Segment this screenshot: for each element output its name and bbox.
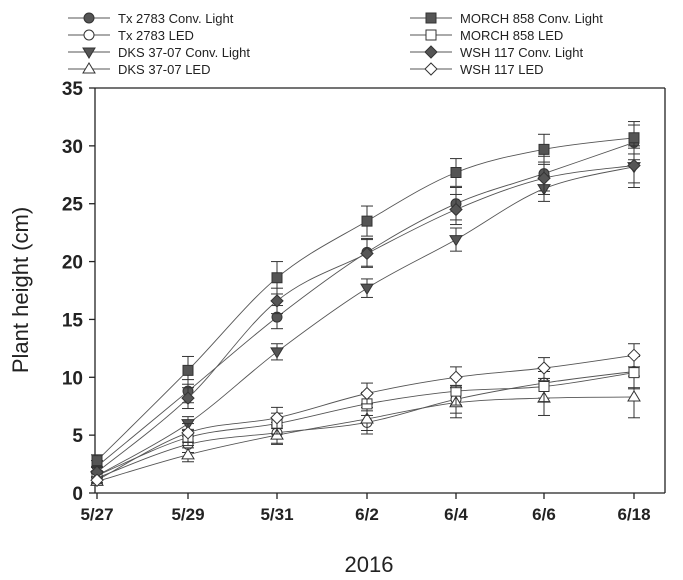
legend-item: WSH 117 Conv. Light [410, 45, 583, 60]
data-point [270, 411, 284, 425]
legend-item: MORCH 858 LED [410, 28, 563, 43]
y-tick-label: 20 [62, 253, 83, 274]
legend-item: WSH 117 LED [410, 62, 544, 77]
legend: Tx 2783 Conv. Light Tx 2783 LED DKS 37-07 … [68, 11, 603, 77]
data-point [360, 283, 374, 296]
legend-marker [425, 29, 437, 41]
data-point [628, 367, 640, 379]
series-line [96, 137, 635, 461]
data-point [538, 381, 550, 393]
x-tick-label: 5/27 [80, 505, 113, 524]
series-line [96, 396, 635, 482]
x-axis-title: 2016 [345, 552, 394, 577]
x-tick-label: 6/2 [355, 505, 379, 524]
y-tick-label: 25 [62, 195, 84, 216]
data-point [181, 426, 195, 440]
legend-item: Tx 2783 Conv. Light [68, 11, 234, 26]
data-point [90, 473, 104, 487]
series-7 [90, 343, 641, 487]
series-6 [90, 147, 641, 479]
data-point [181, 447, 195, 460]
data-point [627, 158, 641, 173]
y-tick-label: 10 [62, 368, 83, 389]
data-point [182, 364, 194, 376]
x-tick-label: 6/6 [532, 505, 556, 524]
legend-label: WSH 117 LED [460, 62, 544, 77]
legend-label: Tx 2783 LED [118, 28, 194, 43]
legend-label: DKS 37-07 LED [118, 62, 211, 77]
series-line [96, 166, 635, 477]
x-tick-label: 6/18 [617, 505, 650, 524]
x-tick-label: 5/29 [171, 505, 204, 524]
data-point [91, 455, 103, 467]
legend-label: MORCH 858 Conv. Light [460, 11, 603, 26]
data-point [270, 347, 284, 359]
y-tick-label: 15 [62, 310, 84, 331]
y-tick-label: 30 [62, 137, 83, 158]
y-tick-label: 5 [72, 426, 83, 447]
data-point [538, 143, 550, 155]
legend-marker [425, 12, 437, 24]
data-point [627, 389, 641, 402]
data-point [270, 294, 284, 308]
x-tick-label: 5/31 [260, 505, 293, 524]
x-tick-label: 6/4 [444, 505, 468, 524]
legend-marker [82, 47, 96, 59]
data-point [537, 171, 551, 185]
series-4 [91, 121, 640, 467]
data-point [360, 246, 374, 261]
axes: 0 5 10 15 20 25 30 35 5/27 5/29 5/31 6/2 6/4 6/6 6/18 [62, 79, 666, 524]
legend-label: MORCH 858 LED [460, 28, 563, 43]
legend-item: DKS 37-07 LED [68, 62, 211, 77]
data-point [449, 235, 463, 247]
legend-marker [424, 62, 438, 76]
legend-marker [82, 62, 96, 74]
legend-item: MORCH 858 Conv. Light [410, 11, 603, 26]
data-point [450, 166, 462, 178]
series-2 [90, 145, 641, 483]
y-axis-title: Plant height (cm) [8, 207, 33, 373]
legend-marker [424, 45, 438, 59]
data-point [628, 132, 640, 144]
data-point [627, 348, 641, 363]
legend-label: DKS 37-07 Conv. Light [118, 45, 250, 60]
data-point [360, 411, 374, 424]
y-tick-label: 0 [72, 484, 83, 505]
legend-item: DKS 37-07 Conv. Light [68, 45, 250, 60]
legend-label: WSH 117 Conv. Light [460, 45, 583, 60]
series-layer [90, 121, 641, 487]
y-tick-label: 35 [62, 79, 84, 100]
data-point [537, 361, 551, 375]
legend-label: Tx 2783 Conv. Light [118, 11, 234, 26]
data-point [271, 272, 283, 284]
data-point [181, 391, 195, 405]
data-point [449, 202, 463, 217]
data-point [361, 215, 373, 227]
data-point [449, 370, 463, 384]
legend-item: Tx 2783 LED [68, 28, 194, 43]
legend-marker [83, 12, 95, 24]
legend-marker [83, 29, 95, 41]
data-point [450, 385, 462, 397]
data-point [360, 386, 374, 401]
